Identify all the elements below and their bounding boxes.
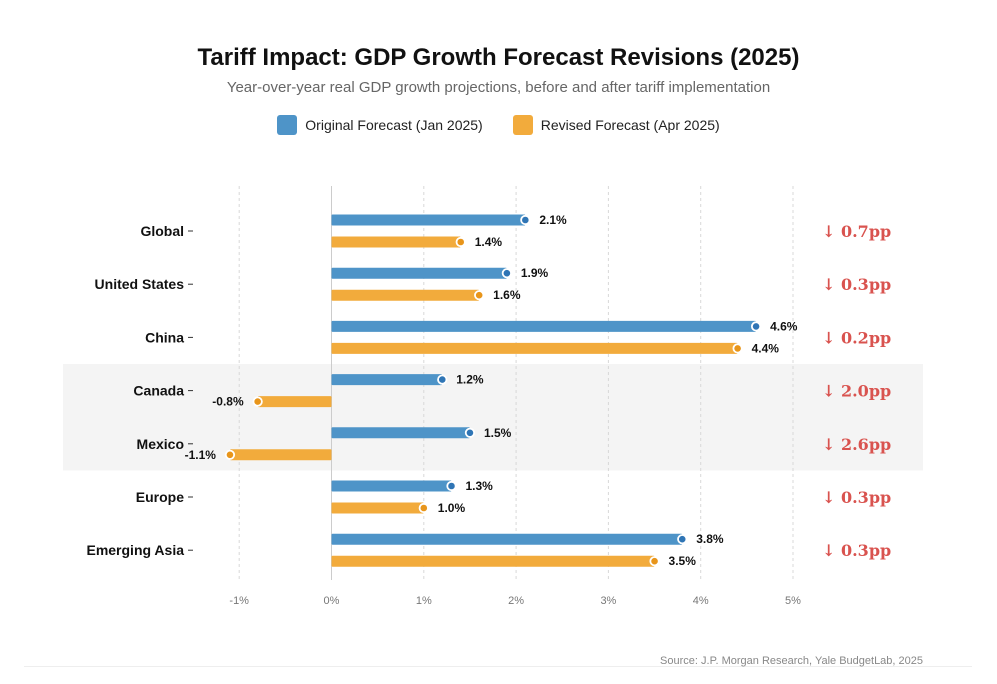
- revised-forecast-value-label: 3.5%: [669, 554, 697, 568]
- revised-forecast-bar: [331, 289, 480, 301]
- category-label: Mexico: [137, 436, 184, 452]
- revised-forecast-dot: [474, 290, 485, 301]
- revision-delta-label: ↓ 0.7pp: [822, 222, 891, 241]
- x-tick-label: 2%: [508, 595, 524, 607]
- original-forecast-bar: [331, 267, 507, 279]
- revised-forecast-dot: [649, 556, 660, 567]
- revised-forecast-value-label: -0.8%: [212, 395, 244, 409]
- revision-delta-label: ↓ 0.3pp: [822, 275, 891, 294]
- chart-subtitle: Year-over-year real GDP growth projectio…: [226, 79, 771, 96]
- revision-delta-label: ↓ 2.6pp: [822, 435, 891, 454]
- category-label: Europe: [136, 489, 184, 505]
- original-forecast-value-label: 3.8%: [696, 532, 724, 546]
- legend-item-revised: Revised Forecast (Apr 2025): [512, 115, 720, 135]
- revision-delta-label: ↓ 2.0pp: [822, 382, 891, 401]
- legend: Original Forecast (Jan 2025) Revised For…: [0, 115, 997, 135]
- original-forecast-dot: [750, 321, 762, 332]
- original-forecast-bar: [331, 374, 443, 386]
- original-forecast-dot: [446, 480, 457, 492]
- revised-forecast-dot: [455, 236, 466, 248]
- original-forecast-bar: [331, 214, 526, 226]
- original-forecast-dot: [501, 268, 512, 279]
- revised-forecast-value-label: 1.6%: [493, 288, 521, 302]
- original-forecast-dot: [437, 374, 448, 385]
- x-tick-label: 4%: [693, 595, 709, 607]
- original-forecast-dot: [464, 427, 476, 438]
- revised-forecast-value-label: 1.4%: [475, 235, 503, 249]
- revised-forecast-dot: [252, 396, 263, 407]
- x-tick-label: -1%: [229, 595, 249, 607]
- revised-forecast-bar: [331, 502, 424, 514]
- original-forecast-value-label: 1.2%: [456, 373, 484, 387]
- revised-forecast-value-label: 4.4%: [752, 341, 780, 355]
- revised-forecast-dot: [418, 502, 429, 514]
- chart-title: Tariff Impact: GDP Growth Forecast Revis…: [197, 44, 800, 71]
- category-label: Global: [140, 223, 184, 239]
- legend-label-revised: Revised Forecast (Apr 2025): [540, 117, 720, 133]
- revised-forecast-bar: [257, 396, 332, 408]
- category-label: Emerging Asia: [86, 542, 184, 558]
- revised-forecast-bar: [229, 449, 332, 461]
- original-forecast-value-label: 4.6%: [770, 319, 798, 333]
- revised-forecast-value-label: 1.0%: [438, 501, 466, 515]
- source-note: Source: J.P. Morgan Research, Yale Budge…: [660, 655, 923, 667]
- x-tick-label: 3%: [600, 595, 616, 607]
- footer-rule: [24, 666, 972, 667]
- original-forecast-bar: [331, 533, 683, 545]
- x-tick-label: 0%: [324, 595, 340, 607]
- category-label: Canada: [133, 383, 184, 399]
- original-forecast-dot: [677, 534, 688, 545]
- original-forecast-value-label: 1.9%: [521, 266, 549, 280]
- legend-swatch-original: [277, 115, 298, 135]
- legend-swatch-revised: [512, 115, 533, 135]
- original-forecast-bar: [331, 320, 757, 332]
- x-tick-label: 5%: [785, 595, 801, 607]
- revision-delta-label: ↓ 0.3pp: [822, 488, 891, 507]
- original-forecast-bar: [331, 427, 470, 439]
- revision-delta-label: ↓ 0.2pp: [822, 328, 891, 347]
- x-tick-label: 1%: [416, 595, 432, 607]
- original-forecast-dot: [520, 214, 531, 226]
- original-forecast-bar: [331, 480, 452, 492]
- revised-forecast-bar: [331, 342, 738, 354]
- highlight-band: [63, 364, 923, 471]
- category-label: United States: [95, 276, 185, 292]
- original-forecast-value-label: 1.5%: [484, 426, 512, 440]
- original-forecast-value-label: 2.1%: [539, 213, 567, 227]
- original-forecast-value-label: 1.3%: [465, 479, 493, 493]
- revised-forecast-bar: [331, 236, 461, 248]
- revision-delta-label: ↓ 0.3pp: [822, 541, 891, 560]
- revised-forecast-dot: [224, 449, 236, 460]
- legend-label-original: Original Forecast (Jan 2025): [305, 117, 483, 133]
- legend-item-original: Original Forecast (Jan 2025): [277, 115, 483, 135]
- category-label: China: [145, 329, 184, 345]
- revised-forecast-value-label: -1.1%: [185, 448, 217, 462]
- revised-forecast-bar: [331, 555, 655, 567]
- revised-forecast-dot: [732, 343, 743, 354]
